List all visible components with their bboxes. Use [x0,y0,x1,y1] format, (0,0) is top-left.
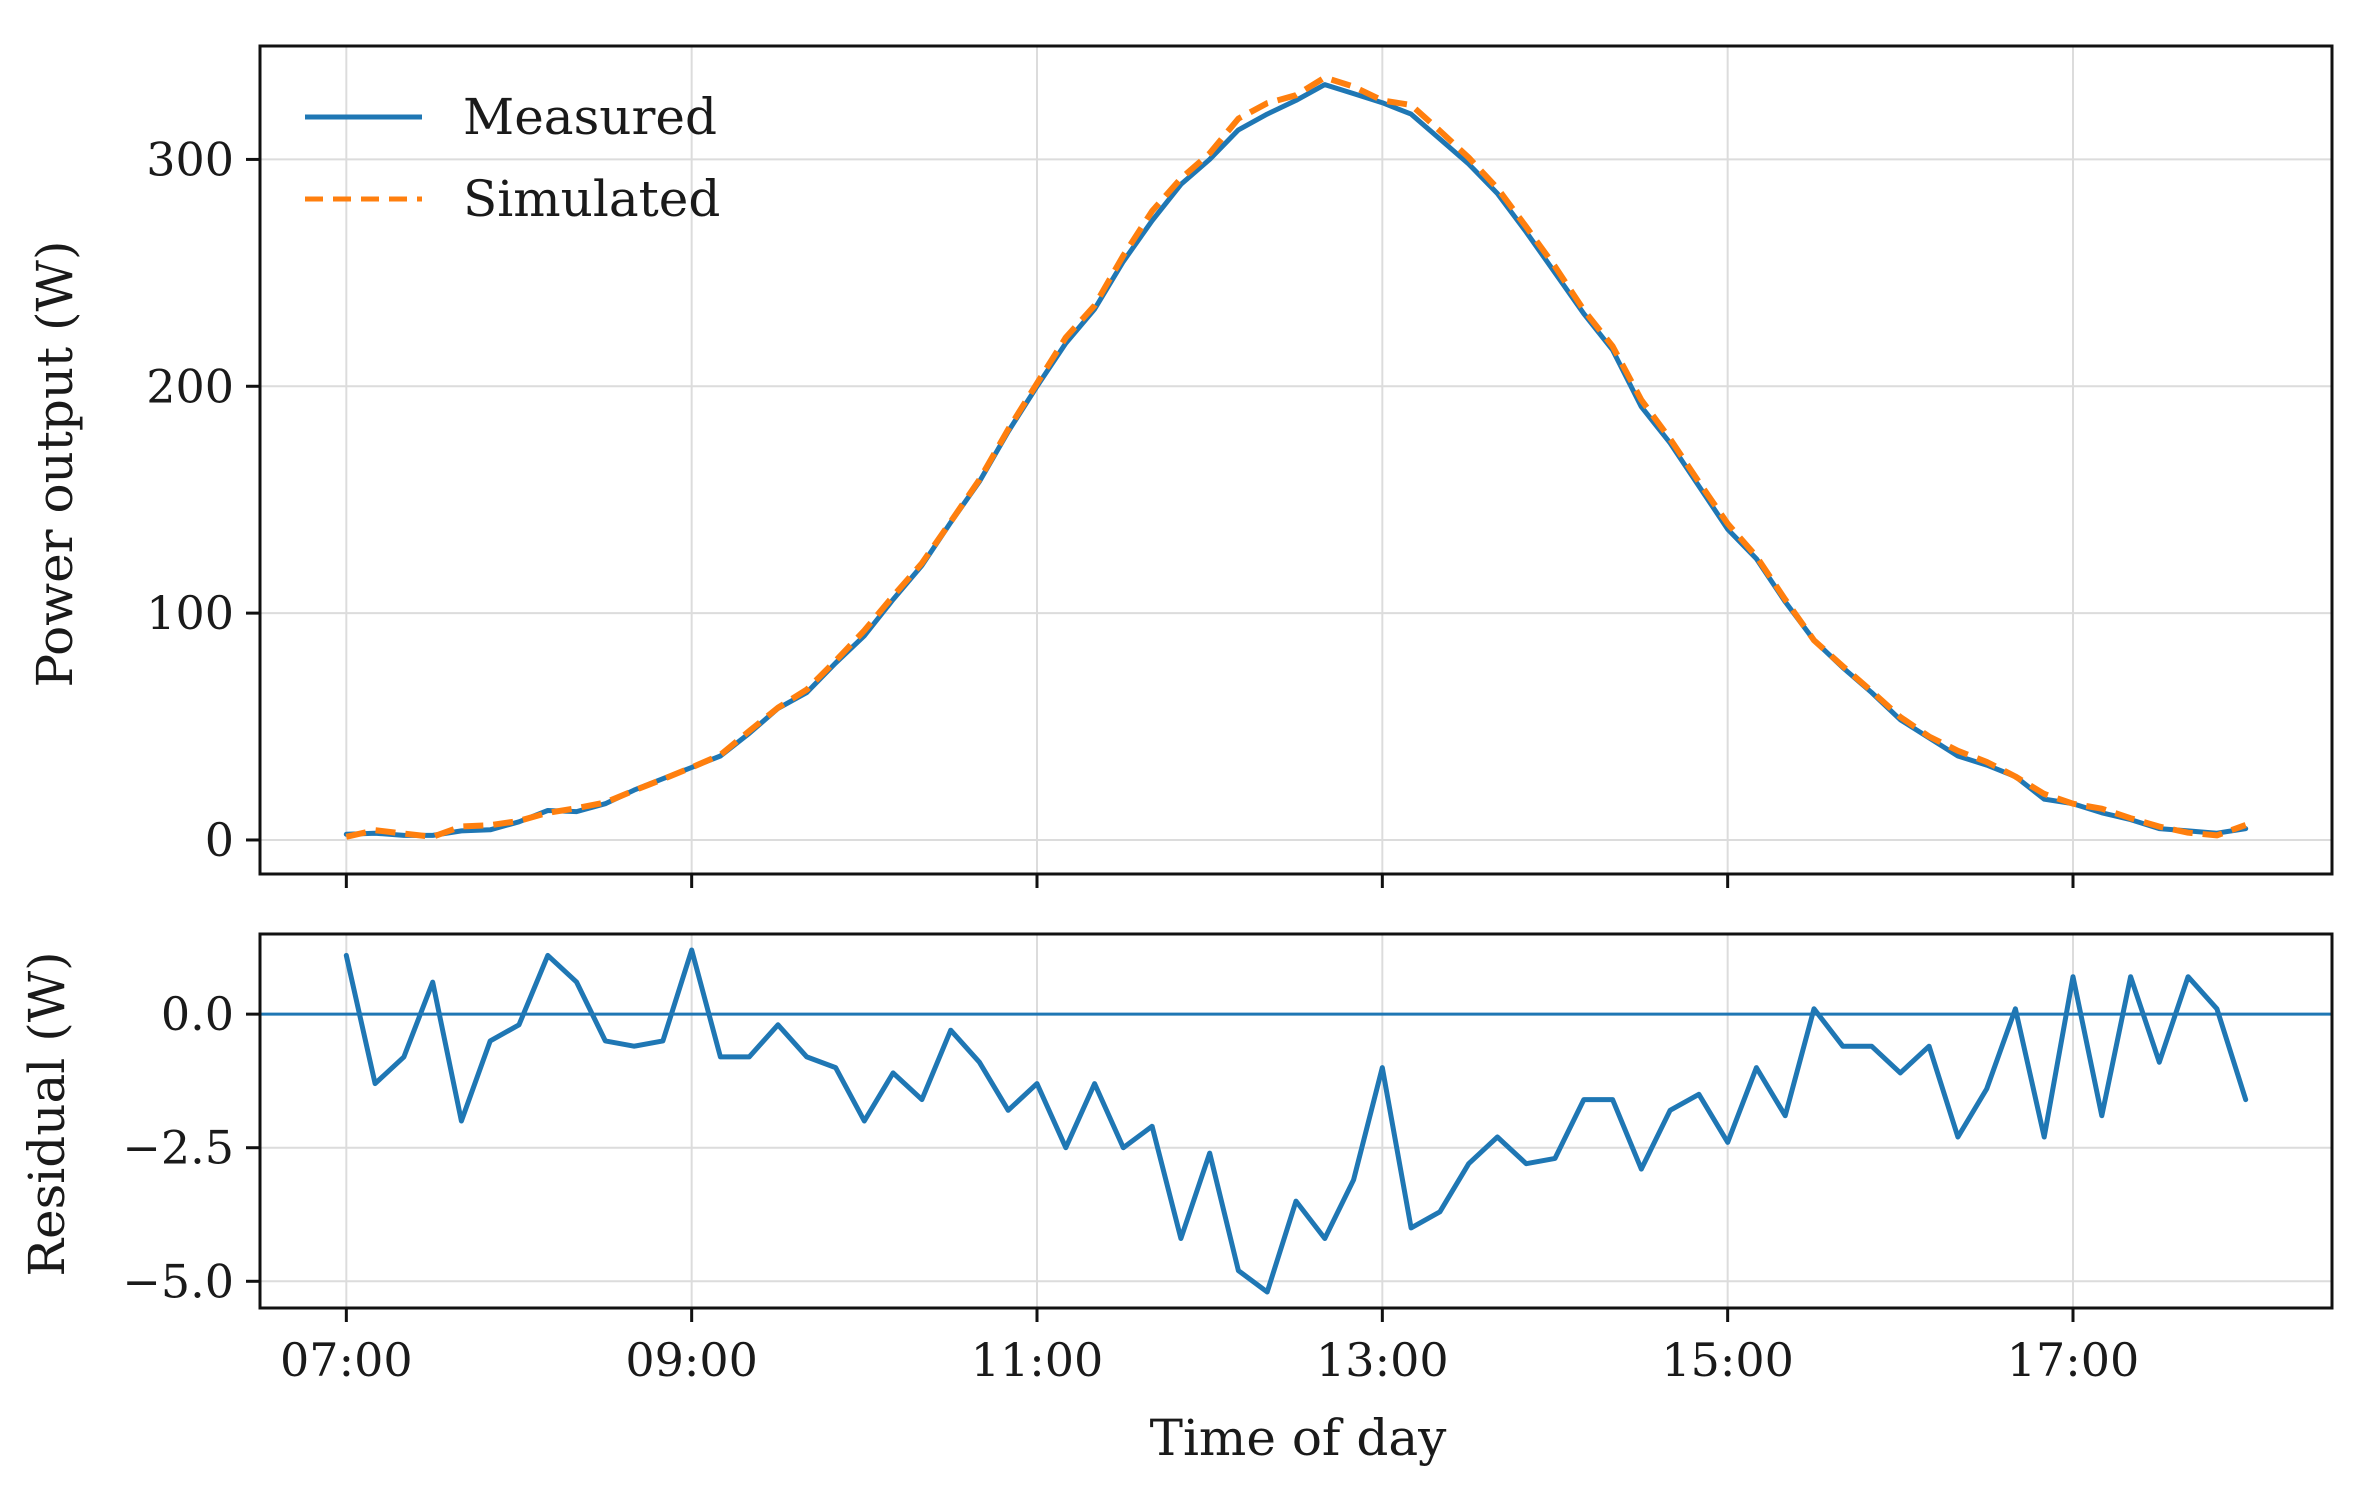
top-gridlines [260,46,2332,874]
x-tick-label-13:00: 13:00 [1316,1333,1449,1387]
series-line-simulated [345,74,2247,840]
bottom-series-group [260,947,2332,1295]
bottom-y-tick-label-0: 0.0 [161,987,234,1041]
bottom-axes-frame [258,932,2334,1310]
y-axis-title-residual: Residual (W) [18,951,76,1276]
series-line-residual [343,947,2249,1295]
x-tick-label-09:00: 09:00 [625,1333,758,1387]
legend: Measured Simulated [305,88,720,228]
legend-label-measured: Measured [463,88,717,146]
x-tick-label-11:00: 11:00 [971,1333,1104,1387]
x-tick-label-17:00: 17:00 [2007,1333,2140,1387]
top-y-tick-label-0: 0 [205,813,234,867]
top-y-tick-label-3: 300 [146,132,234,186]
legend-label-simulated: Simulated [463,170,720,228]
top-y-tick-label-1: 100 [146,586,234,640]
bottom-ticks: 07:00 09:00 11:00 13:00 15:00 17:00 0.0 −2.5 −5.… [122,987,2139,1387]
power-output-panel: 0 100 200 300 Power output (W) Measured Sim… [26,44,2334,888]
residual-panel: 07:00 09:00 11:00 13:00 15:00 17:00 0.0 −2.5 −5.… [18,932,2334,1467]
top-axes-frame [258,44,2334,876]
bottom-y-tick-label-1: −2.5 [122,1121,234,1175]
top-ticks: 0 100 200 300 [146,132,2075,888]
x-tick-label-07:00: 07:00 [280,1333,413,1387]
bottom-y-tick-label-2: −5.0 [122,1254,234,1308]
x-tick-label-15:00: 15:00 [1661,1333,1794,1387]
top-series-group [343,74,2249,840]
top-y-tick-label-2: 200 [146,359,234,413]
x-axis-title: Time of day [1150,1409,1448,1467]
y-axis-title-power: Power output (W) [26,241,84,688]
